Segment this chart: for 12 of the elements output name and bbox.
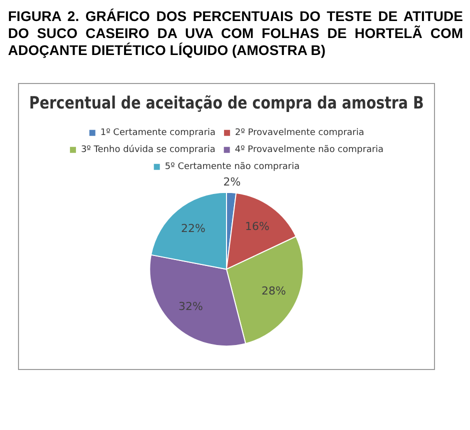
legend-label: 5º Certamente não compraria (164, 162, 300, 172)
legend-label: 4º Provavelmente não compraria (234, 145, 384, 156)
legend-label: 3º Tenho dúvida se compraria (80, 144, 216, 156)
chart-title: FIGURA 2. GRÁFICO DOS PERCENTUAIS DO TESTE DE ATITUDE DO SUCO CASEIRO DA UVA COM FOLHAS DE HORTELÃ COM ADOÇANTE DIETÉTICO LÍQUIDO (AMOSTRA B) (8, 8, 463, 59)
data-label: 32% (178, 300, 203, 314)
data-label: 16% (244, 220, 270, 233)
legend-label: 2º Provavelmente compraria (235, 128, 364, 138)
data-label: 28% (262, 284, 286, 298)
data-label: 22% (180, 222, 206, 235)
legend-label: 1º Certamente compraria (100, 128, 216, 138)
chart-subtitle: Percentual de aceitação de compra da amostra B (29, 92, 424, 113)
data-label: 2% (223, 175, 241, 188)
